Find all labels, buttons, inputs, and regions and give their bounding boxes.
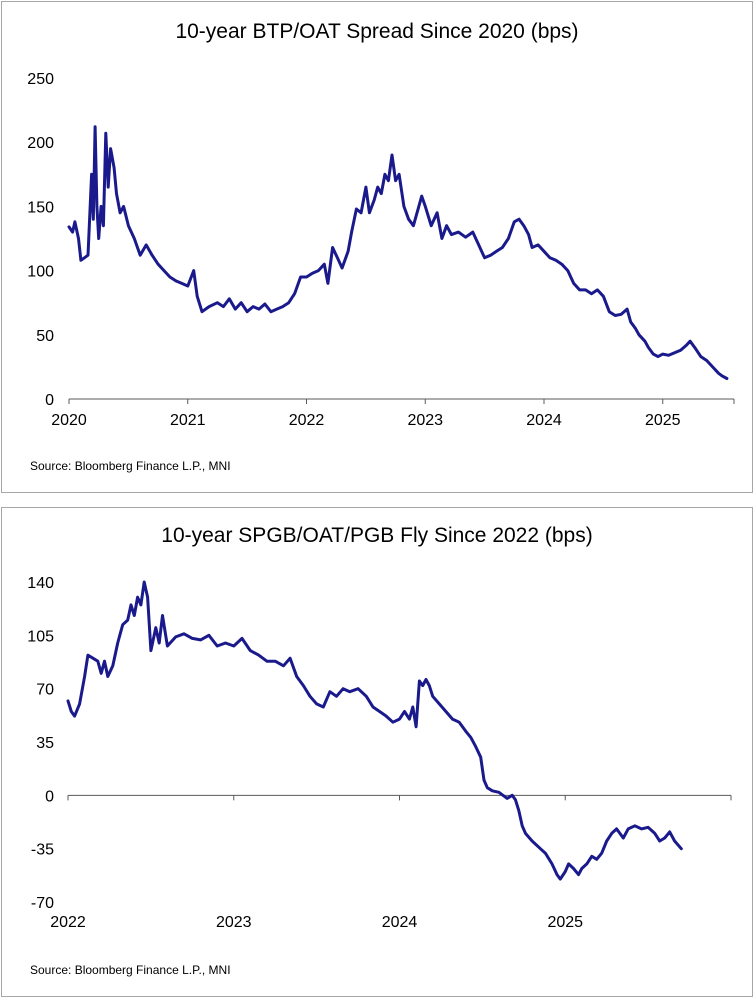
y-tick-label: 70 [36, 682, 54, 699]
x-tick-label: 2023 [216, 914, 252, 931]
x-tick-label: 2023 [407, 412, 443, 429]
chart-panel-btp-oat: 10-year BTP/OAT Spread Since 2020 (bps) … [1, 1, 753, 493]
y-tick-label: 100 [27, 264, 54, 281]
y-tick-label: -35 [31, 842, 54, 859]
chart-panel-spgb-fly: 10-year SPGB/OAT/PGB Fly Since 2022 (bps… [1, 507, 753, 997]
y-tick-label: 35 [36, 735, 54, 752]
chart-svg-spgb-fly: 140 105 70 35 0 -35 -70 2022 2023 2024 2025 [27, 575, 732, 931]
x-tick-label: 2025 [645, 412, 681, 429]
x-tick-label: 2020 [51, 412, 87, 429]
chart-title: 10-year SPGB/OAT/PGB Fly Since 2022 (bps… [161, 524, 593, 547]
y-tick-label: 0 [45, 392, 54, 409]
x-tick-label: 2022 [50, 914, 86, 931]
chart-source: Source: Bloomberg Finance L.P., MNI [30, 459, 231, 473]
series-line [67, 125, 729, 380]
y-tick-label: 105 [27, 628, 54, 645]
x-tick-label: 2021 [170, 412, 206, 429]
x-tick-label: 2025 [547, 914, 583, 931]
x-tick-label: 2024 [526, 412, 562, 429]
chart-source: Source: Bloomberg Finance L.P., MNI [30, 963, 231, 977]
y-tick-label: 250 [27, 71, 54, 88]
x-tick-label: 2022 [289, 412, 325, 429]
chart-svg-btp-oat: 0 50 100 150 200 250 2020 2021 2022 2023 2024 2025 [27, 71, 735, 429]
series-line [66, 580, 683, 881]
chart-title: 10-year BTP/OAT Spread Since 2020 (bps) [175, 20, 579, 43]
y-tick-label: 150 [27, 199, 54, 216]
y-tick-label: 200 [27, 135, 54, 152]
y-tick-label: -70 [31, 895, 54, 912]
y-tick-label: 50 [36, 328, 54, 345]
y-tick-label: 140 [27, 575, 54, 592]
y-tick-label: 0 [45, 788, 54, 805]
x-tick-label: 2024 [382, 914, 418, 931]
